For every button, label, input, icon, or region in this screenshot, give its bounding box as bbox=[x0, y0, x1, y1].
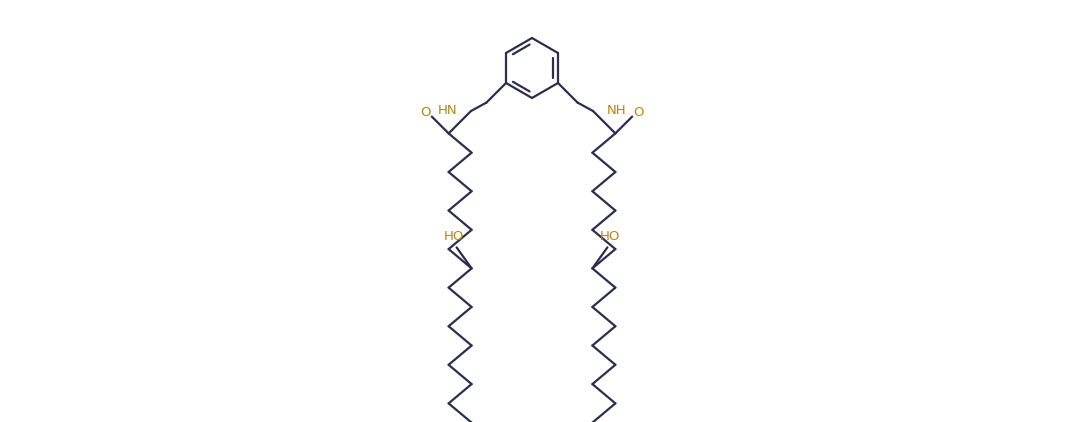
Text: O: O bbox=[421, 106, 431, 119]
Text: HN: HN bbox=[438, 103, 457, 116]
Text: O: O bbox=[633, 106, 643, 119]
Text: HO: HO bbox=[601, 230, 621, 243]
Text: NH: NH bbox=[607, 103, 626, 116]
Text: HO: HO bbox=[443, 230, 463, 243]
